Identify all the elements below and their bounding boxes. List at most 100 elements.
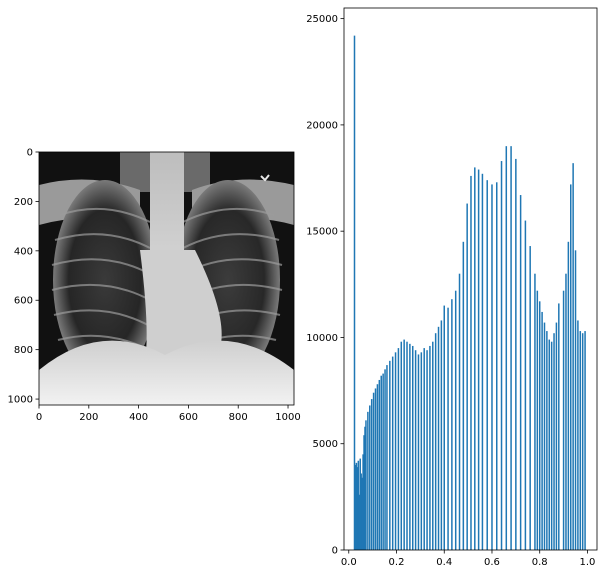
histogram-bar <box>411 345 414 550</box>
histogram-bar <box>414 350 417 550</box>
histogram-bar <box>534 273 536 550</box>
histogram-bar <box>546 331 548 550</box>
histogram-bar <box>443 305 445 550</box>
histogram-bar <box>409 343 411 550</box>
histogram-y-axis: 0 5000 10000 15000 20000 25000 <box>306 14 344 557</box>
histogram-bar <box>378 379 381 550</box>
histogram-bar <box>500 161 503 551</box>
histogram-bar <box>454 290 457 550</box>
histogram-y-tick-label: 25000 <box>306 14 338 25</box>
xray-x-tick-label: 800 <box>229 412 248 423</box>
histogram-bar <box>380 375 382 550</box>
xray-image-panel: 0 200 400 600 800 1000 0 200 400 600 800 1000 <box>8 148 301 424</box>
histogram-bar <box>536 290 539 550</box>
histogram-bar <box>374 388 377 550</box>
histogram-bar <box>370 399 373 550</box>
xray-y-tick-label: 200 <box>14 197 33 208</box>
histogram-bar <box>481 173 484 551</box>
histogram-bar <box>357 460 360 550</box>
histogram-bar <box>372 392 375 550</box>
xray-x-tick-label: 1000 <box>275 412 300 423</box>
histogram-bar <box>369 405 371 550</box>
histogram-bar <box>360 473 362 550</box>
histogram-x-tick-label: 1.0 <box>579 557 595 568</box>
histogram-bar <box>447 307 449 550</box>
histogram-bar <box>353 35 356 550</box>
xray-y-tick-label: 0 <box>27 148 33 159</box>
histogram-bar <box>397 348 400 550</box>
histogram-bar <box>505 146 508 550</box>
histogram-bar <box>555 322 558 550</box>
xray-image <box>39 152 294 405</box>
histogram-bar <box>567 241 570 551</box>
histogram-bar <box>553 333 555 550</box>
histogram-bar <box>400 341 403 550</box>
histogram-bar <box>574 250 577 550</box>
histogram-bar <box>515 158 517 550</box>
xray-y-tick-label: 600 <box>14 296 33 307</box>
histogram-bar <box>367 411 369 550</box>
xray-y-tick-label: 1000 <box>8 395 33 406</box>
histogram-bar <box>356 467 359 550</box>
histogram-bar <box>491 184 493 551</box>
histogram-bars <box>353 35 586 551</box>
histogram-bar <box>358 494 361 550</box>
histogram-bar <box>394 352 397 550</box>
histogram-bar <box>577 320 579 550</box>
histogram-bar <box>581 333 584 550</box>
xray-x-axis: 0 200 400 600 800 1000 <box>36 405 301 423</box>
histogram-bar <box>529 246 531 551</box>
histogram-bar <box>355 462 358 550</box>
xray-x-tick-label: 0 <box>36 412 42 423</box>
histogram-bar <box>474 167 476 550</box>
histogram-bar <box>361 477 363 550</box>
histogram-bar <box>354 464 357 550</box>
histogram-bar <box>420 352 423 550</box>
histogram-y-tick-label: 5000 <box>313 439 338 450</box>
histogram-bar <box>458 273 461 550</box>
histogram-bar <box>429 345 431 550</box>
histogram-bar <box>423 348 425 550</box>
histogram-bar <box>386 365 388 550</box>
histogram-bar <box>364 426 366 550</box>
xray-frame <box>38 151 295 406</box>
histogram-bar <box>538 301 541 550</box>
histogram-x-tick-label: 0.6 <box>484 557 500 568</box>
histogram-bar <box>363 435 365 550</box>
histogram-bar <box>362 454 364 550</box>
histogram-x-tick-label: 0.4 <box>436 557 452 568</box>
histogram-bar <box>486 180 488 550</box>
histogram-x-axis: 0.0 0.2 0.4 0.6 0.8 1.0 <box>341 550 595 568</box>
histogram-bar <box>406 341 408 550</box>
histogram-y-tick-label: 0 <box>332 546 338 557</box>
histogram-x-tick-label: 0.8 <box>532 557 548 568</box>
histogram-y-tick-label: 10000 <box>306 333 338 344</box>
histogram-bar <box>389 360 391 550</box>
histogram-bar <box>562 290 565 550</box>
histogram-bar <box>519 195 522 551</box>
histogram-bar <box>440 320 443 550</box>
xray-x-tick-label: 200 <box>79 412 98 423</box>
histogram-bar <box>579 331 582 550</box>
histogram-bar <box>558 303 560 550</box>
histogram-bar <box>466 203 468 551</box>
histogram-bar <box>462 241 465 551</box>
xray-y-tick-label: 400 <box>14 246 33 257</box>
histogram-bar <box>417 354 420 550</box>
histogram-bar <box>496 182 498 551</box>
histogram-panel: 0.0 0.2 0.4 0.6 0.8 1.0 0 5000 10000 15000 20000 2… <box>306 7 598 568</box>
histogram-bar <box>384 369 386 550</box>
xray-y-tick-label: 800 <box>14 345 33 356</box>
xray-y-axis: 0 200 400 600 800 1000 <box>8 148 39 406</box>
histogram-bar <box>477 169 480 551</box>
histogram-bar <box>432 341 434 550</box>
histogram-bar <box>451 299 453 550</box>
histogram-bar <box>572 163 574 550</box>
histogram-bar <box>565 273 567 550</box>
histogram-bar <box>543 322 546 550</box>
histogram-x-tick-label: 0.0 <box>341 557 357 568</box>
histogram-y-tick-label: 20000 <box>306 120 338 131</box>
histogram-bar <box>524 220 527 551</box>
histogram-bar <box>382 373 384 550</box>
